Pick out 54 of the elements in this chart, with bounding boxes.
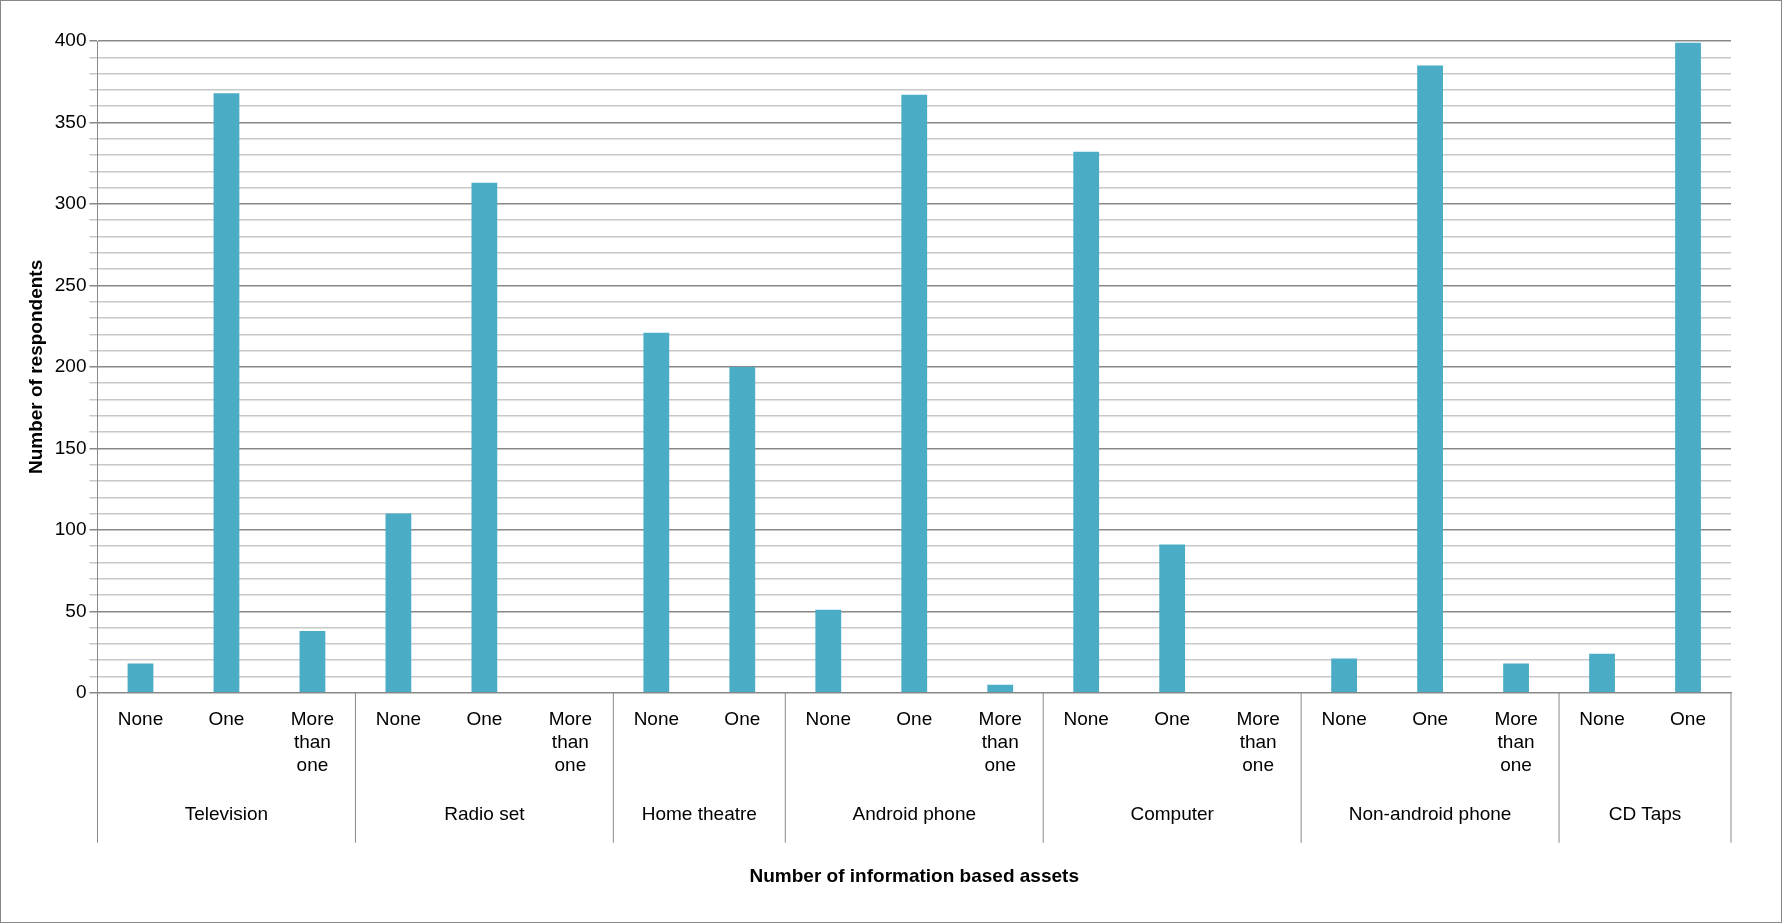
y-tick-label: 250	[54, 273, 87, 295]
bar	[729, 366, 756, 693]
y-tick-label: 150	[54, 436, 87, 458]
bar	[1589, 653, 1615, 693]
bar	[1159, 544, 1186, 693]
bar	[1417, 65, 1443, 693]
bar	[385, 513, 412, 693]
y-tick-label: 0	[75, 681, 87, 703]
x-tick-label: One	[1412, 708, 1449, 730]
x-tick-label: More than one	[1236, 708, 1280, 776]
text: Home theatre	[641, 802, 757, 824]
bar	[1331, 658, 1358, 693]
y-tick-label: 350	[54, 110, 87, 132]
x-tick-label: None	[1321, 708, 1367, 730]
bar	[299, 630, 326, 693]
text: Android phone	[852, 802, 977, 824]
x-axis-title: Number of information based assets	[749, 864, 1079, 886]
bar	[213, 93, 240, 693]
bar	[815, 609, 842, 693]
x-tick-label: More than one	[290, 708, 335, 776]
bar	[127, 663, 154, 693]
bar	[1073, 151, 1100, 693]
bar	[471, 182, 498, 693]
x-tick-label: One	[208, 708, 245, 730]
x-tick-label: None	[1063, 708, 1109, 730]
bar	[643, 332, 670, 693]
x-tick-label: One	[1154, 708, 1191, 730]
bar	[1675, 42, 1701, 693]
x-tick-label: More than one	[548, 708, 592, 776]
y-tick-label: 100	[54, 518, 87, 540]
text: Television	[184, 802, 269, 824]
y-tick-label: 300	[54, 192, 87, 214]
x-tick-label: One	[724, 708, 761, 730]
x-tick-label: None	[805, 708, 851, 730]
bar	[987, 684, 1014, 693]
y-tick-label: 400	[54, 29, 87, 51]
x-tick-label: None	[375, 708, 422, 730]
text: Radio set	[444, 802, 526, 824]
x-tick-label: More than one	[978, 708, 1022, 776]
text: Non-android phone	[1348, 802, 1512, 824]
x-tick-label: One	[1670, 708, 1706, 730]
bar	[1503, 663, 1529, 693]
bar	[901, 94, 928, 693]
x-tick-label: None	[117, 708, 164, 730]
text: CD Taps	[1608, 802, 1682, 824]
text: Computer	[1130, 802, 1215, 824]
x-tick-label: One	[466, 708, 503, 730]
y-tick-label: 200	[54, 355, 87, 377]
x-tick-label: More than one	[1494, 708, 1538, 776]
y-tick-label: 50	[65, 599, 87, 621]
x-tick-label: None	[633, 708, 680, 730]
x-tick-label: None	[1579, 708, 1625, 730]
x-tick-label: One	[896, 708, 933, 730]
y-axis-title: Number of respondents	[24, 259, 46, 475]
